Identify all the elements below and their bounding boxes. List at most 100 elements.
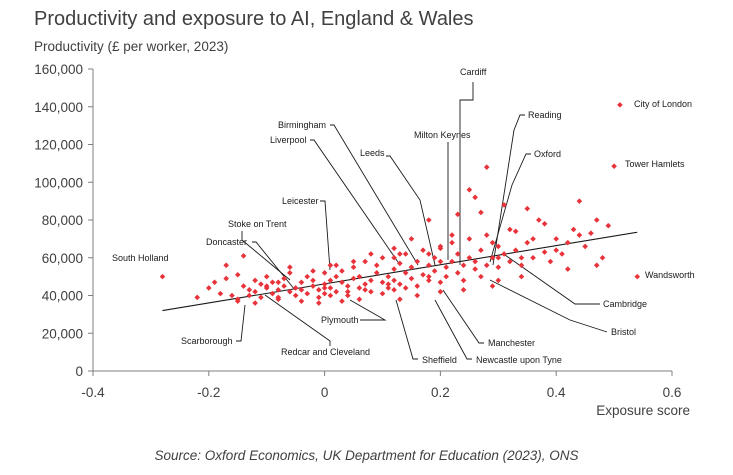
data-point: [426, 217, 432, 223]
data-point: [483, 164, 490, 170]
data-point: [275, 294, 282, 301]
y-tick-label: 0: [75, 364, 83, 379]
data-point: [368, 277, 374, 284]
data-point: [310, 277, 316, 284]
data-point: [397, 260, 403, 267]
data-point: [512, 228, 519, 235]
y-tick-label: 100,000: [34, 175, 83, 190]
data-point: [466, 236, 473, 242]
data-point: [402, 251, 409, 257]
leader-line: [264, 294, 331, 346]
labelled-data-point: [489, 239, 496, 246]
data-point: [605, 222, 612, 229]
data-point: [252, 288, 258, 295]
point-label: South Holland: [112, 253, 169, 263]
leader-line: [492, 114, 525, 266]
data-point: [437, 288, 444, 295]
labelled-data-point: [275, 279, 282, 286]
data-point: [246, 287, 253, 293]
data-point: [564, 239, 571, 246]
data-point: [530, 254, 536, 261]
trend-line: [162, 231, 638, 312]
data-point: [310, 268, 316, 274]
leader-line: [310, 139, 401, 266]
data-point: [397, 281, 403, 287]
y-tick-label: 160,000: [34, 62, 83, 77]
labelled-data-point: [437, 258, 444, 265]
data-point: [454, 270, 461, 276]
data-point: [582, 243, 588, 250]
data-point: [478, 247, 484, 253]
point-label: Sheffield: [422, 355, 457, 365]
chart-title: Productivity and exposure to AI, England…: [34, 8, 474, 30]
data-point: [420, 271, 426, 278]
data-point: [211, 279, 218, 286]
point-label: Stoke on Trent: [228, 219, 287, 229]
data-point: [443, 264, 449, 270]
data-point: [472, 194, 478, 201]
data-point: [292, 292, 299, 299]
y-tick-label: 120,000: [34, 138, 83, 153]
leader-line: [320, 200, 331, 271]
data-point: [489, 254, 496, 261]
data-point: [385, 285, 392, 291]
data-point: [414, 292, 421, 299]
data-point: [397, 296, 403, 303]
labelled-data-point: [397, 251, 403, 257]
data-point: [547, 258, 554, 265]
data-point: [344, 292, 351, 299]
data-point: [524, 239, 531, 246]
data-point: [391, 277, 397, 284]
data-point: [449, 258, 455, 265]
data-point: [478, 209, 484, 216]
data-point: [426, 262, 432, 269]
data-point: [408, 275, 415, 282]
point-labels: City of London Tower Hamlets Wandsworth Sou…: [112, 67, 695, 365]
data-point: [246, 292, 253, 299]
point-label: Tower Hamlets: [625, 159, 685, 169]
trendline: [162, 231, 638, 312]
data-point: [229, 292, 235, 299]
labelled-data-point: [159, 273, 166, 280]
data-point: [287, 288, 293, 295]
data-point: [512, 247, 519, 253]
data-point: [298, 287, 305, 293]
data-point: [524, 205, 531, 212]
data-point: [576, 198, 583, 204]
point-label: Redcar and Cleveland: [281, 347, 370, 357]
labelled-data-point: [495, 254, 502, 261]
data-point: [310, 283, 316, 289]
data-point: [327, 277, 334, 284]
data-point: [287, 264, 293, 270]
data-point: [316, 287, 322, 293]
labelled-data-point: [327, 262, 334, 269]
data-point: [321, 285, 328, 291]
data-point: [426, 277, 432, 284]
point-label: Bristol: [611, 327, 636, 337]
data-point: [281, 283, 287, 289]
data-point: [258, 294, 264, 301]
labelled-data-point: [611, 163, 617, 170]
leader-lines: [236, 82, 608, 360]
data-point: [385, 281, 392, 287]
labelled-data-point: [391, 287, 397, 293]
data-point: [593, 217, 600, 223]
data-point: [333, 273, 339, 280]
data-point: [339, 298, 345, 304]
point-label: Leicester: [282, 196, 319, 206]
data-point: [373, 262, 380, 269]
data-point: [304, 290, 311, 297]
data-point: [385, 273, 392, 280]
labelled-data-point: [454, 211, 461, 218]
point-label: Liverpool: [270, 135, 307, 145]
leader-line: [504, 254, 600, 305]
data-point: [541, 249, 548, 255]
labelled-data-point: [495, 277, 502, 284]
data-point: [454, 251, 461, 257]
data-point: [269, 279, 276, 286]
data-point: [327, 285, 334, 291]
data-point: [501, 251, 507, 257]
data-point: [298, 298, 305, 304]
data-point: [449, 232, 455, 238]
data-point: [570, 226, 577, 233]
